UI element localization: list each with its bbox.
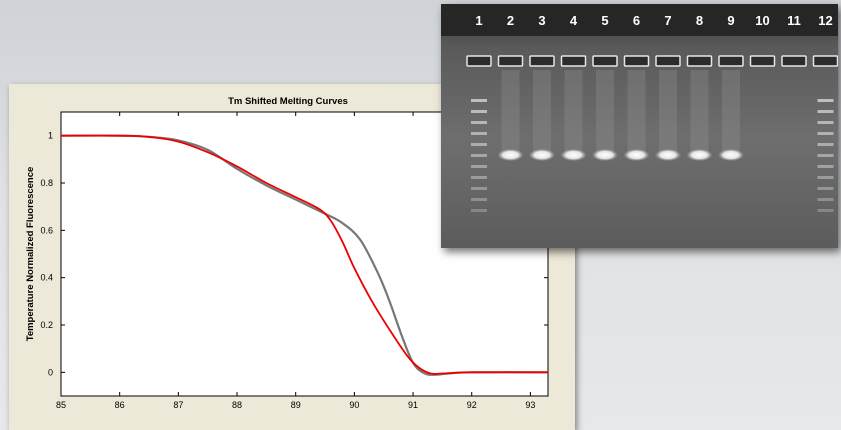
gel-well xyxy=(466,55,492,67)
lane-smear xyxy=(659,70,677,152)
lane-number: 8 xyxy=(696,13,703,28)
gel-well xyxy=(781,55,807,67)
ladder-band xyxy=(471,121,487,124)
x-axis: 85 86 87 88 89 90 91 92 93 xyxy=(56,112,535,410)
dna-band xyxy=(686,149,713,161)
gel-well xyxy=(655,55,681,67)
ladder-band xyxy=(471,198,487,201)
x-tick-label: 90 xyxy=(349,400,359,410)
lane-smear xyxy=(627,70,646,152)
ladder-band xyxy=(817,143,834,146)
series-layer xyxy=(60,134,549,376)
ladder-band xyxy=(471,187,487,190)
lane-number: 12 xyxy=(818,13,832,28)
gel-well xyxy=(812,55,838,67)
ladder-band xyxy=(817,198,834,201)
lane-smear xyxy=(533,70,551,152)
gel-electrophoresis-photo: 1 2 3 4 5 6 7 8 9 10 11 12 xyxy=(441,4,838,248)
gel-lanes: 1 2 3 4 5 6 7 8 9 10 11 12 xyxy=(466,13,838,212)
x-tick-label: 87 xyxy=(173,400,183,410)
lane-smear xyxy=(501,70,520,152)
y-tick-label: 0.2 xyxy=(40,320,53,330)
gel-well xyxy=(623,55,650,67)
gel-well xyxy=(592,55,618,67)
ladder-band xyxy=(817,165,834,168)
gel-well xyxy=(529,55,555,67)
lane-smear xyxy=(596,70,614,152)
lane-number: 10 xyxy=(755,13,769,28)
ladder-band xyxy=(471,143,487,146)
dna-band xyxy=(529,149,555,161)
ladder-band xyxy=(471,209,487,212)
gel-well xyxy=(686,55,713,67)
gel-well xyxy=(718,55,744,67)
gel-well xyxy=(749,55,776,67)
gel-image: 1 2 3 4 5 6 7 8 9 10 11 12 xyxy=(441,4,838,248)
lane-number: 6 xyxy=(633,13,640,28)
dna-band xyxy=(592,149,618,161)
ladder-band xyxy=(471,154,487,157)
y-tick-label: 0.6 xyxy=(40,225,53,235)
ladder-band xyxy=(471,165,487,168)
x-tick-label: 85 xyxy=(56,400,66,410)
ladder-band xyxy=(817,121,834,124)
gel-well xyxy=(497,55,524,67)
lane-smear xyxy=(564,70,583,152)
dna-band xyxy=(497,149,524,161)
x-tick-label: 92 xyxy=(467,400,477,410)
ladder-band xyxy=(471,110,487,113)
y-tick-label: 0.4 xyxy=(40,273,53,283)
y-axis-label: Temperature Normalized Fluorescence xyxy=(25,167,36,342)
lane-number: 7 xyxy=(664,13,671,28)
dna-band xyxy=(655,149,681,161)
lane-number: 5 xyxy=(601,13,608,28)
lane-number: 3 xyxy=(538,13,545,28)
ladder-band xyxy=(817,99,834,102)
dna-band xyxy=(560,149,587,161)
x-tick-label: 88 xyxy=(232,400,242,410)
red-melting-curve xyxy=(60,134,549,375)
gel-background xyxy=(441,4,838,248)
lane-smear xyxy=(690,70,709,152)
y-tick-label: 0 xyxy=(48,367,53,377)
y-tick-label: 1 xyxy=(48,131,53,141)
ladder-band xyxy=(471,132,487,135)
x-tick-label: 89 xyxy=(291,400,301,410)
x-tick-label: 93 xyxy=(525,400,535,410)
lane-smear xyxy=(722,70,740,152)
ladder-band xyxy=(471,99,487,102)
dna-band xyxy=(623,149,650,161)
chart-title: Tm Shifted Melting Curves xyxy=(228,96,348,107)
ladder-band xyxy=(817,110,834,113)
dna-band xyxy=(718,149,744,161)
lane-number: 4 xyxy=(570,13,578,28)
x-tick-label: 86 xyxy=(115,400,125,410)
ladder-band xyxy=(817,187,834,190)
ladder-band xyxy=(817,132,834,135)
ladder-band xyxy=(471,176,487,179)
lane-number: 11 xyxy=(787,13,801,28)
gel-well xyxy=(560,55,587,67)
gel-header-strip xyxy=(441,4,838,36)
ladder-band xyxy=(817,176,834,179)
lane-number: 2 xyxy=(507,13,514,28)
x-tick-label: 91 xyxy=(408,400,418,410)
lane-number: 9 xyxy=(727,13,734,28)
ladder-band xyxy=(817,154,834,157)
y-tick-label: 0.8 xyxy=(40,178,53,188)
ladder-band xyxy=(817,209,834,212)
lane-number: 1 xyxy=(475,13,482,28)
